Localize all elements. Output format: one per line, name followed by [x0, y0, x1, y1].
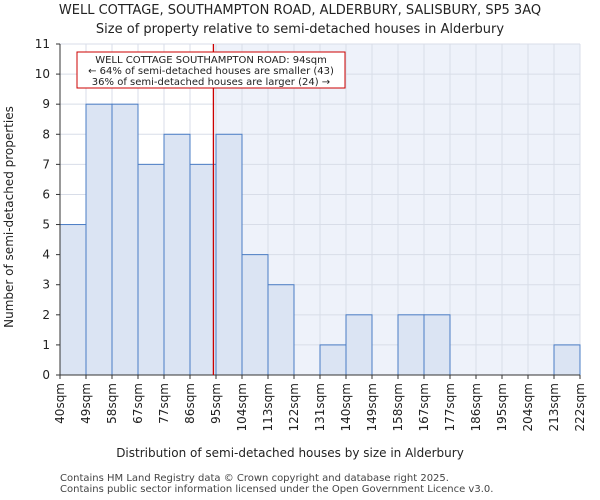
x-tick-label: 113sqm	[261, 383, 275, 431]
bar	[189, 163, 217, 376]
x-tick-label: 158sqm	[391, 383, 405, 431]
plot-area: 0 1 2 3 4 5 6 7 8 9 10 11 40sqm 49sqm 58sqm 67sqm 77sqm 8…	[35, 37, 587, 431]
y-tick-label: 8	[42, 127, 50, 141]
x-tick-label: 49sqm	[79, 383, 93, 424]
bar	[423, 314, 451, 376]
x-tick-label: 104sqm	[235, 383, 249, 431]
x-axis-label: Distribution of semi-detached houses by …	[116, 446, 464, 460]
bar	[345, 314, 373, 376]
bar	[215, 133, 243, 376]
x-tick-label: 86sqm	[183, 383, 197, 424]
x-tick-label: 222sqm	[573, 383, 587, 431]
annotation-line: ← 64% of semi-detached houses are smalle…	[88, 66, 334, 77]
chart-title: WELL COTTAGE, SOUTHAMPTON ROAD, ALDERBUR…	[59, 3, 541, 18]
x-tick-label: 95sqm	[209, 383, 223, 424]
annotation-box	[76, 51, 346, 89]
y-tick-label: 1	[42, 338, 50, 352]
x-tick-label: 186sqm	[469, 383, 483, 431]
bar	[553, 344, 581, 376]
x-tick-label: 149sqm	[365, 383, 379, 431]
x-tick-label: 77sqm	[157, 383, 171, 424]
y-axis-label: Number of semi-detached properties	[2, 106, 16, 328]
y-tick-label: 5	[42, 218, 50, 232]
x-tick-label: 167sqm	[417, 383, 431, 431]
bar	[137, 163, 165, 376]
x-tick-label: 177sqm	[443, 383, 457, 431]
bar	[267, 284, 295, 376]
x-tick-label: 131sqm	[313, 383, 327, 431]
y-tick-label: 2	[42, 308, 50, 322]
bar	[85, 103, 113, 376]
y-tick-label: 11	[35, 37, 50, 51]
y-tick-label: 10	[35, 67, 50, 81]
chart-subtitle: Size of property relative to semi-detach…	[96, 22, 504, 37]
y-tick-label: 6	[42, 187, 50, 201]
bar	[241, 254, 269, 376]
y-tick-label: 3	[42, 278, 50, 292]
bar	[319, 344, 347, 376]
annotation-line: 36% of semi-detached houses are larger (…	[92, 77, 330, 88]
x-tick-label: 58sqm	[105, 383, 119, 424]
x-tick-label: 67sqm	[131, 383, 145, 424]
y-tick-label: 0	[42, 368, 50, 382]
bar	[111, 103, 139, 376]
x-tick-label: 213sqm	[547, 383, 561, 431]
bar	[163, 133, 191, 376]
bar	[59, 224, 87, 376]
footer-licence: Contains public sector information licen…	[60, 484, 494, 495]
x-tick-label: 40sqm	[53, 383, 67, 424]
x-tick-label: 122sqm	[287, 383, 301, 431]
x-tick-label: 195sqm	[495, 383, 509, 431]
annotation-line: WELL COTTAGE SOUTHAMPTON ROAD: 94sqm	[95, 55, 327, 66]
y-tick-label: 7	[42, 157, 50, 171]
x-tick-label: 140sqm	[339, 383, 353, 431]
bar	[397, 314, 425, 376]
y-tick-label: 4	[42, 248, 50, 262]
y-tick-label: 9	[42, 97, 50, 111]
footer-copyright: Contains HM Land Registry data © Crown c…	[60, 473, 449, 484]
x-tick-label: 204sqm	[521, 383, 535, 431]
